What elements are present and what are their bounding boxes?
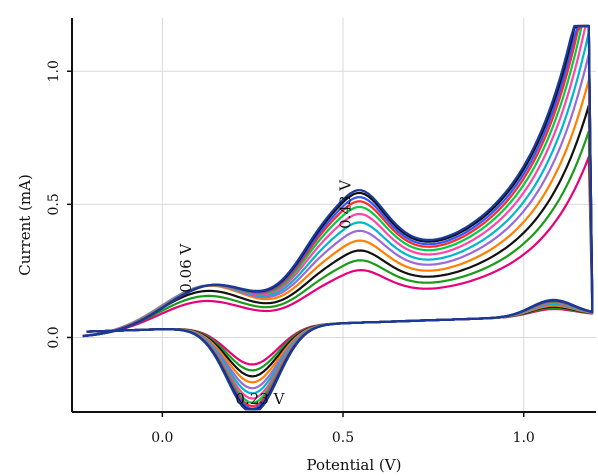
- series-line-11: [82, 24, 594, 411]
- y-tick-label-1: 0.5: [46, 193, 62, 215]
- series-group: [82, 24, 594, 411]
- x-tick-label-1: 0.5: [332, 430, 354, 446]
- x-tick-label-2: 1.0: [513, 430, 535, 446]
- x-tick-label-0: 0.0: [151, 430, 173, 446]
- y-axis-label: Current (mA): [16, 174, 34, 276]
- ticks: 0.0 0.5 1.0 0.0 0.5 1.0: [46, 60, 535, 446]
- annotation-0: 0.06 V: [177, 243, 195, 293]
- x-axis-label: Potential (V): [307, 456, 402, 474]
- annotations: 0.06 V 0.43 V 0.23 V: [177, 179, 354, 408]
- axes: [71, 18, 596, 413]
- annotation-1: 0.43 V: [336, 179, 354, 229]
- annotation-2: 0.23 V: [235, 390, 285, 408]
- y-tick-label-0: 0.0: [46, 326, 62, 348]
- y-tick-label-2: 1.0: [46, 60, 62, 82]
